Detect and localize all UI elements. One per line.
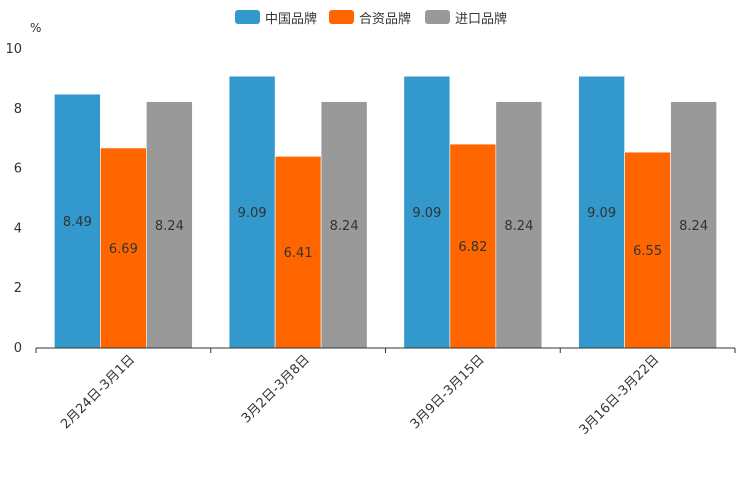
data-label-1-0: 6.69 [109,242,138,257]
x-tick-label: 3月2日-3月8日 [239,352,313,426]
legend-swatch-joint-venture-brand [329,10,354,24]
x-tick-label: 2月24日-3月1日 [58,352,138,432]
bar-2-0 [146,101,193,349]
data-label-0-2: 9.09 [412,206,441,221]
legend-label-imported-brand: 进口品牌 [455,11,508,27]
x-tick-label: 3月16日-3月22日 [577,352,663,438]
data-label-0-0: 8.49 [63,215,92,230]
bar-0-2 [403,75,451,349]
y-tick-label: 2 [14,281,22,296]
legend-label-china-brand: 中国品牌 [265,11,318,27]
bar-0-3 [578,75,625,349]
legend: 中国品牌 合资品牌 进口品牌 [0,7,744,27]
data-label-2-0: 8.24 [155,219,184,234]
bar-1-3 [624,151,671,349]
data-label-1-1: 6.41 [284,246,313,261]
legend-item-china-brand[interactable]: 中国品牌 [235,7,317,27]
data-label-2-3: 8.24 [679,219,708,234]
legend-swatch-china-brand [235,10,260,24]
bar-2-3 [670,101,717,349]
data-label-1-3: 6.55 [633,244,662,259]
bar-2-2 [495,101,543,349]
y-tick-label: 4 [14,221,22,236]
bar-2-1 [320,101,368,349]
data-label-2-2: 8.24 [504,219,533,234]
bar-1-0 [100,147,147,349]
x-tick-label: 3月9日-3月15日 [408,352,488,432]
legend-swatch-imported-brand [425,10,450,24]
data-label-2-1: 8.24 [330,219,359,234]
legend-item-joint-venture-brand[interactable]: 合资品牌 [329,7,411,27]
data-label-0-1: 9.09 [238,206,267,221]
legend-label-joint-venture-brand: 合资品牌 [359,11,412,27]
y-axis-unit-label: % [30,21,42,35]
legend-item-imported-brand[interactable]: 进口品牌 [425,7,507,27]
y-tick-label: 6 [14,162,22,177]
bar-1-1 [274,156,322,349]
y-tick-label: 0 [14,341,22,356]
y-tick-label: 8 [14,102,22,117]
data-label-0-3: 9.09 [587,206,616,221]
data-label-1-2: 6.82 [458,240,487,255]
y-tick-label: 10 [5,42,22,57]
bar-0-1 [228,75,276,349]
